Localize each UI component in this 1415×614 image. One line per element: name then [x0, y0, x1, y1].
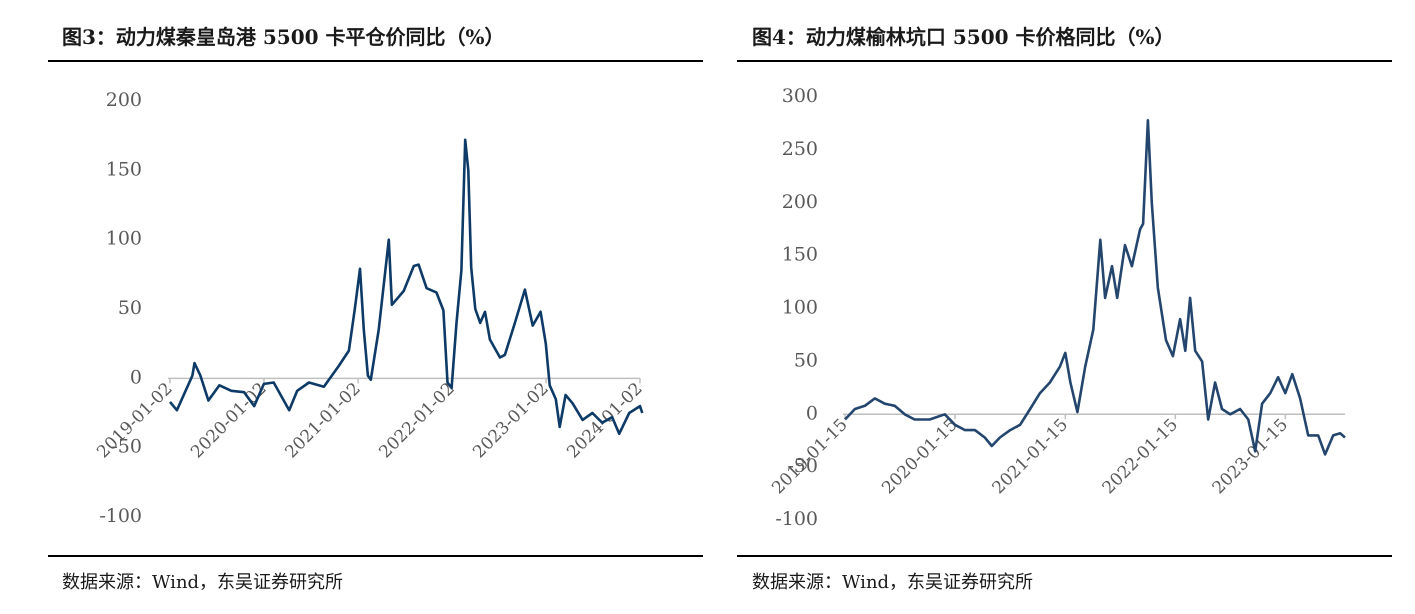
y-tick-label: 200	[782, 191, 818, 213]
x-tick-label: 2022-01-02	[375, 379, 458, 462]
y-tick-label: 100	[782, 297, 818, 319]
x-tick-label: 2020-01-02	[187, 379, 270, 462]
y-tick-label: 100	[106, 228, 142, 250]
x-tick-label: 2022-01-15	[1099, 415, 1182, 498]
y-tick-label: 50	[794, 349, 818, 371]
y-tick-label: 250	[782, 138, 818, 160]
chart-title: 图4：动力煤榆林坑口 5500 卡价格同比（%）	[752, 25, 1175, 49]
y-tick-label: 150	[106, 158, 142, 180]
y-tick-label: 300	[782, 85, 818, 107]
data-line	[169, 138, 644, 436]
y-tick-label: -100	[99, 505, 142, 527]
y-tick-label: 150	[782, 244, 818, 266]
x-tick-label: 2021-01-15	[989, 415, 1072, 498]
data-line	[844, 119, 1346, 456]
y-tick-label: 0	[806, 402, 818, 424]
y-tick-label: -100	[775, 508, 818, 530]
y-tick-label: -50	[787, 455, 818, 477]
source-note: 数据来源：Wind，东吴证券研究所	[752, 572, 1033, 593]
x-tick-label: 2023-01-02	[469, 379, 552, 462]
chart-title: 图3：动力煤秦皇岛港 5500 卡平仓价同比（%）	[62, 25, 505, 49]
x-tick-label: 2019-01-15	[768, 415, 851, 498]
source-note: 数据来源：Wind，东吴证券研究所	[62, 572, 343, 593]
y-tick-label: 50	[118, 297, 142, 319]
x-tick-label: 2021-01-02	[281, 379, 364, 462]
y-tick-label: -50	[111, 436, 142, 458]
y-tick-label: 200	[106, 89, 142, 111]
x-tick-label: 2020-01-15	[878, 415, 961, 498]
y-tick-label: 0	[130, 366, 142, 388]
